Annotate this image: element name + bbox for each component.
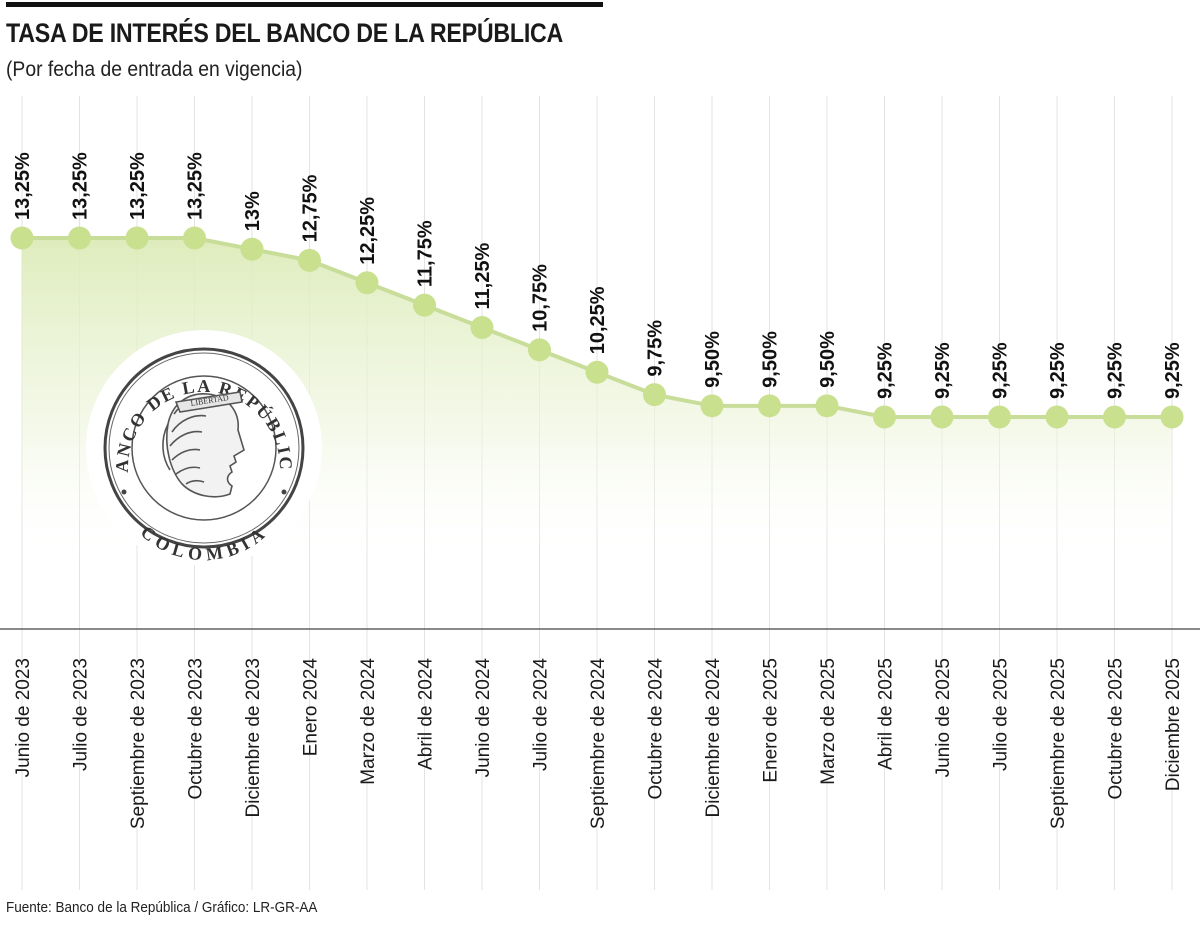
category-label: Octubre de 2024	[646, 658, 667, 800]
data-point	[240, 237, 264, 261]
data-point	[873, 405, 896, 429]
value-label: 13,25%	[127, 152, 149, 220]
category-label: Marzo de 2024	[358, 658, 379, 785]
category-label: Junio de 2023	[13, 658, 34, 777]
data-point	[988, 405, 1011, 429]
source-note: Fuente: Banco de la República / Gráfico:…	[6, 899, 318, 916]
value-label: 12,25%	[357, 197, 379, 265]
category-label: Enero 2024	[301, 658, 322, 757]
category-label: Septiembre de 2024	[588, 658, 609, 830]
category-label: Septiembre de 2025	[1048, 658, 1069, 829]
data-point	[700, 394, 724, 418]
value-label: 10,75%	[530, 264, 552, 332]
category-label: Diciembre 2025	[1163, 658, 1184, 791]
data-point	[10, 226, 34, 250]
value-labels: 13,25% 13,25% 13,25% 13,25% 13% 12,75% 12,25% 1…	[12, 152, 1184, 399]
data-point	[585, 360, 609, 384]
value-label: 9,25%	[1105, 342, 1127, 399]
data-point	[930, 405, 954, 429]
category-label: Abril de 2024	[416, 658, 437, 770]
data-point	[815, 394, 839, 418]
data-point	[1160, 405, 1184, 429]
category-label: Diciembre de 2024	[703, 658, 724, 818]
chart-subtitle: (Por fecha de entrada en vigencia)	[6, 58, 303, 81]
data-point	[183, 226, 206, 250]
category-label: Octubre de 2023	[186, 658, 207, 800]
value-label: 9,25%	[1162, 342, 1184, 399]
value-label: 9,25%	[932, 342, 954, 399]
data-point	[528, 338, 551, 362]
category-label: Julio de 2023	[71, 658, 92, 771]
value-label: 10,25%	[587, 286, 609, 354]
value-label: 9,25%	[875, 342, 897, 399]
category-label: Abril de 2025	[876, 658, 897, 770]
value-label: 13,25%	[185, 152, 207, 220]
category-label: Enero de 2025	[761, 658, 782, 783]
value-label: 9,50%	[817, 331, 839, 388]
data-point	[355, 271, 379, 295]
value-label: 11,75%	[415, 220, 437, 287]
data-point	[125, 226, 149, 250]
data-point	[470, 316, 494, 339]
value-label: 13%	[242, 191, 264, 231]
data-point	[643, 383, 666, 407]
data-point	[298, 248, 321, 272]
value-label: 9,75%	[645, 320, 667, 377]
data-point	[758, 394, 781, 418]
category-label: Marzo de 2025	[818, 658, 839, 785]
data-point	[413, 293, 436, 317]
category-label: Junio de 2024	[473, 658, 494, 778]
value-label: 13,25%	[70, 152, 92, 220]
value-label: 9,50%	[760, 331, 782, 388]
value-label: 9,25%	[1047, 342, 1069, 399]
category-label: Julio de 2025	[991, 658, 1012, 771]
category-label: Septiembre de 2023	[128, 658, 149, 829]
chart-title: TASA DE INTERÉS DEL BANCO DE LA REPÚBLIC…	[6, 18, 564, 48]
value-label: 12,75%	[300, 174, 322, 242]
liberty-head-icon	[162, 391, 245, 498]
top-rule	[6, 2, 603, 7]
category-label: Diciembre de 2023	[243, 658, 264, 817]
category-label: Junio de 2025	[933, 658, 954, 777]
data-point	[1103, 405, 1126, 429]
category-label: Octubre de 2025	[1106, 658, 1127, 800]
data-point	[68, 226, 91, 250]
data-point	[1045, 405, 1069, 429]
markers	[10, 226, 1184, 429]
value-label: 11,25%	[472, 243, 494, 310]
value-label: 9,25%	[990, 342, 1012, 399]
value-label: 13,25%	[12, 152, 34, 220]
value-label: 9,50%	[702, 331, 724, 388]
category-labels: Junio de 2023 Julio de 2023 Septiembre de …	[13, 658, 1184, 830]
category-label: Julio de 2024	[531, 658, 552, 771]
